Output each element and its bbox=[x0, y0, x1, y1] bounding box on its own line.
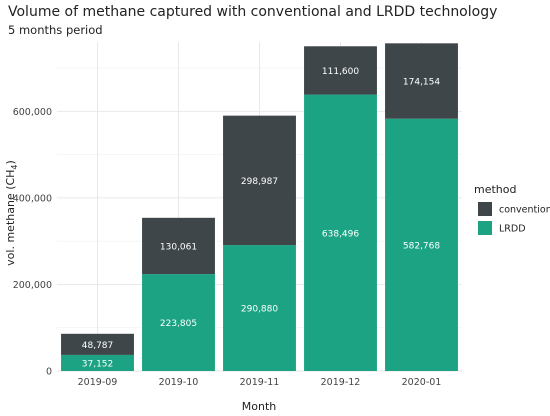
bar-conventional-2020-01 bbox=[385, 43, 458, 119]
x-tick-label: 2020-01 bbox=[402, 377, 442, 388]
legend-swatch-conventional bbox=[478, 202, 492, 216]
x-axis-ticks: 2019-09 2019-10 2019-11 2019-12 2020-01 bbox=[78, 377, 442, 388]
chart-title: Volume of methane captured with conventi… bbox=[8, 4, 497, 20]
legend-title: method bbox=[474, 183, 516, 196]
bar-lrdd-2019-11 bbox=[223, 245, 296, 371]
y-tick-label: 600,000 bbox=[13, 107, 52, 118]
data-label-conventional-2019-09: 48,787 bbox=[82, 341, 114, 351]
bar-conventional-2019-11 bbox=[223, 115, 296, 246]
bar-lrdd-2019-10 bbox=[142, 274, 215, 371]
bar-conventional-2019-12 bbox=[304, 46, 377, 95]
legend-items: conventional LRDD bbox=[478, 202, 550, 235]
data-label-conventional-2019-12: 111,600 bbox=[322, 67, 359, 77]
data-label-lrdd-2019-09: 37,152 bbox=[82, 359, 114, 369]
y-axis-title: vol. methane (CH4) bbox=[4, 160, 19, 266]
y-tick-label: 0 bbox=[46, 367, 52, 378]
y-axis-ticks: 0 200,000 400,000 600,000 bbox=[13, 107, 52, 378]
y-tick-label: 200,000 bbox=[13, 280, 52, 291]
bar-conventional-2019-09 bbox=[61, 333, 134, 355]
data-label-conventional-2019-10: 130,061 bbox=[160, 242, 197, 252]
legend: method conventional LRDD bbox=[474, 183, 550, 235]
y-axis-title-end: ) bbox=[4, 160, 17, 164]
legend-swatch-lrdd bbox=[478, 221, 492, 235]
y-axis-title-subscript: 4 bbox=[10, 164, 19, 169]
x-tick-label: 2019-09 bbox=[78, 377, 118, 388]
y-tick-label: 400,000 bbox=[13, 193, 52, 204]
x-tick-label: 2019-12 bbox=[321, 377, 361, 388]
x-tick-label: 2019-11 bbox=[240, 377, 280, 388]
bars bbox=[61, 43, 458, 371]
data-label-conventional-2020-01: 174,154 bbox=[403, 78, 440, 88]
legend-label-conventional: conventional bbox=[499, 205, 550, 216]
data-label-lrdd-2019-11: 290,880 bbox=[241, 305, 278, 315]
legend-label-lrdd: LRDD bbox=[499, 224, 526, 235]
data-label-lrdd-2020-01: 582,768 bbox=[403, 241, 440, 251]
bar-lrdd-2019-12 bbox=[304, 94, 377, 371]
data-label-lrdd-2019-12: 638,496 bbox=[322, 229, 359, 239]
x-axis-title: Month bbox=[242, 400, 277, 413]
bar-conventional-2019-10 bbox=[142, 217, 215, 275]
chart-subtitle: 5 months period bbox=[8, 23, 103, 37]
y-axis-title-main: vol. methane (CH bbox=[4, 170, 17, 266]
data-label-lrdd-2019-10: 223,805 bbox=[160, 319, 197, 329]
data-labels: 37,152 48,787 223,805 130,061 290,880 298,987… bbox=[82, 67, 441, 370]
data-label-conventional-2019-11: 298,987 bbox=[241, 177, 278, 187]
bar-lrdd-2020-01 bbox=[385, 118, 458, 371]
bar-lrdd-2019-09 bbox=[61, 354, 134, 371]
x-tick-label: 2019-10 bbox=[159, 377, 199, 388]
